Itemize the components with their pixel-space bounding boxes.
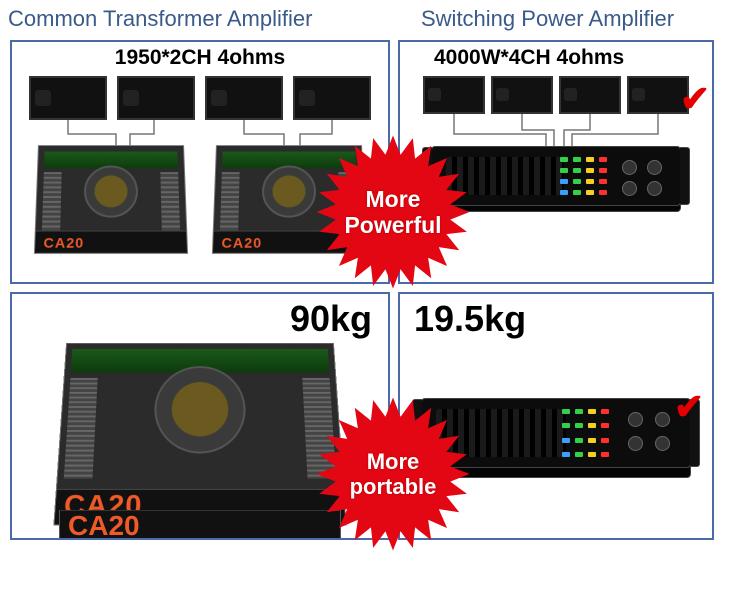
speaker-row <box>406 76 706 114</box>
panel-switching-power: 4000W*4CH 4ohms <box>398 40 714 284</box>
speaker-icon <box>423 76 485 114</box>
speaker-icon <box>117 76 195 120</box>
panel-switching-weight: 19.5kg ✔ <box>398 292 714 540</box>
speaker-icon <box>29 76 107 120</box>
speaker-icon <box>559 76 621 114</box>
amp-model-label: CA20 <box>213 231 365 253</box>
panel-common-power: 1950*2CH 4ohms CA20 <box>10 40 390 284</box>
speaker-icon <box>205 76 283 120</box>
speaker-icon <box>293 76 371 120</box>
wires-icon <box>406 114 706 132</box>
speaker-icon <box>491 76 553 114</box>
wires-icon <box>12 120 388 138</box>
transformer-amp-icon: CA20 <box>212 145 366 254</box>
switching-amp-icon <box>431 146 681 206</box>
amp-model-label: CA20 <box>59 510 341 540</box>
left-column-title: Common Transformer Amplifier <box>0 0 395 36</box>
right-column-title: Switching Power Amplifier <box>395 0 737 36</box>
weight-common: 90kg <box>290 298 372 340</box>
panel-common-weight: 90kg CA20 CA20 <box>10 292 390 540</box>
transformer-amp-icon: CA20 <box>53 343 346 526</box>
weight-switching: 19.5kg <box>414 298 526 340</box>
speaker-row <box>12 76 388 120</box>
transformer-amp-icon: CA20 <box>34 145 188 254</box>
amp-model-label: CA20 <box>35 231 187 253</box>
amp-row: CA20 CA20 <box>12 142 388 254</box>
spec-label-common: 1950*2CH 4ohms <box>12 42 388 72</box>
checkmark-icon: ✔ <box>680 78 710 120</box>
checkmark-icon: ✔ <box>674 386 704 428</box>
switching-amp-icon <box>421 398 691 468</box>
spec-label-switching: 4000W*4CH 4ohms <box>406 42 706 72</box>
